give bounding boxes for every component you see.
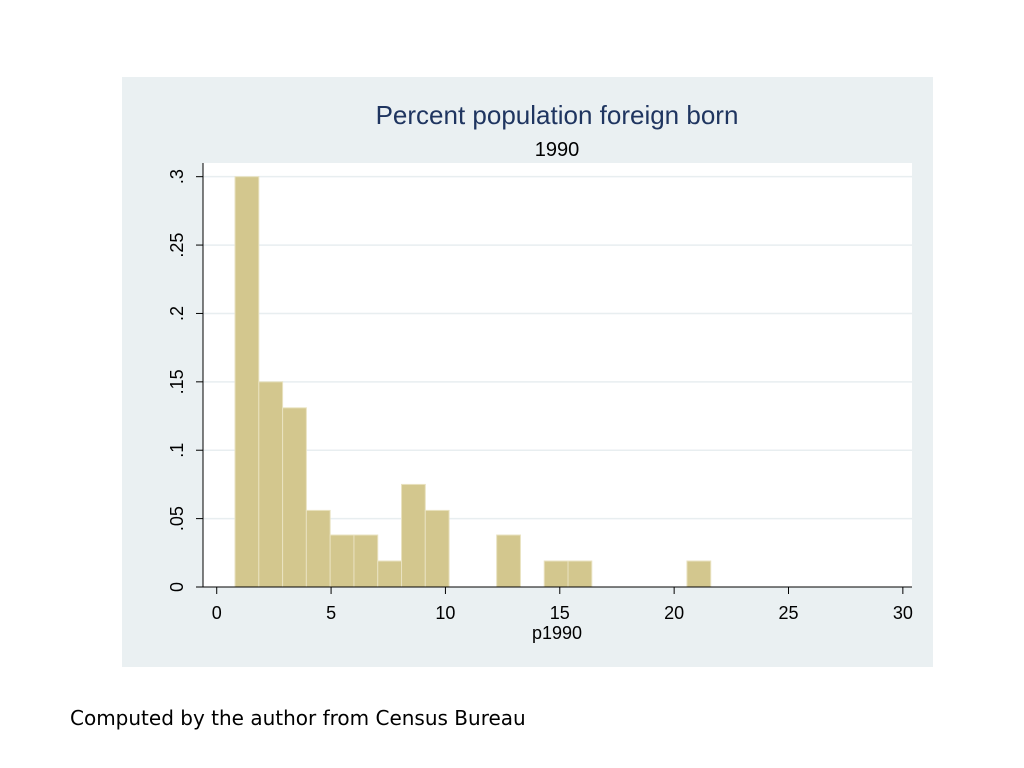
axes: 0 5 10 15 20 25 30 0 .05 .1 .15 .2 .25 .3 [167, 163, 913, 623]
y-tick-label: .1 [167, 443, 187, 458]
source-caption: Computed by the author from Census Burea… [70, 706, 526, 730]
histogram-bars [234, 176, 712, 588]
y-tick-label: .25 [167, 233, 187, 258]
chart-subtitle: 1990 [535, 139, 580, 161]
x-axis-label: p1990 [532, 623, 582, 643]
histogram-bar [567, 560, 593, 588]
histogram-bar [329, 534, 355, 588]
x-tick-label: 0 [212, 603, 222, 623]
x-tick-label: 15 [550, 603, 570, 623]
y-tick-label: .2 [167, 306, 187, 321]
histogram-bar [353, 534, 379, 588]
chart-title: Percent population foreign born [376, 100, 739, 130]
x-tick-label: 30 [893, 603, 913, 623]
y-tick-label: .3 [167, 169, 187, 184]
x-tick-label: 10 [435, 603, 455, 623]
x-tick-label: 25 [778, 603, 798, 623]
histogram-bar [234, 176, 260, 588]
histogram-bar [543, 560, 569, 588]
histogram-bar [686, 560, 712, 588]
histogram-bar [377, 560, 403, 588]
histogram-bar [401, 483, 426, 588]
x-tick-label: 20 [664, 603, 684, 623]
histogram-bar [496, 534, 521, 588]
x-tick-label: 5 [326, 603, 336, 623]
histogram-bar [258, 381, 284, 588]
y-tick-label: 0 [167, 582, 187, 592]
histogram-bar [282, 407, 307, 588]
histogram-bar [305, 509, 331, 588]
y-tick-label: .15 [167, 369, 187, 394]
y-tick-label: .05 [167, 506, 187, 531]
histogram-bar [424, 509, 450, 588]
